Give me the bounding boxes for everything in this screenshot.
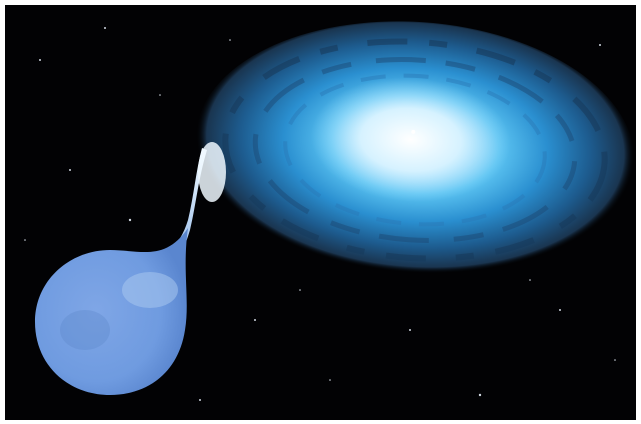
star-dot	[409, 329, 411, 331]
disk-ring	[283, 73, 547, 227]
star-dot	[299, 289, 301, 291]
star-dot	[229, 39, 231, 41]
white-dwarf	[411, 129, 416, 134]
star-shade	[60, 310, 110, 350]
star-dot	[529, 279, 531, 281]
disk-ring	[252, 57, 578, 243]
star-dot	[599, 44, 601, 46]
star-dot	[614, 359, 616, 361]
star-dot	[254, 319, 256, 321]
accretion-disk	[195, 21, 635, 279]
star-dot	[159, 94, 161, 96]
disk-core	[310, 77, 511, 202]
star-dot	[199, 399, 201, 401]
background-stars	[24, 27, 616, 401]
star-highlight	[122, 272, 178, 308]
donor-star	[35, 228, 188, 395]
star-dot	[39, 59, 41, 61]
star-dot	[24, 239, 26, 241]
stream-impact	[198, 142, 226, 202]
star-dot	[559, 309, 561, 311]
star-dot	[128, 218, 132, 222]
disk-ring	[222, 38, 608, 262]
star-dot	[478, 393, 482, 397]
star-dot	[329, 379, 331, 381]
star-dot	[104, 27, 106, 29]
star-dot	[69, 169, 71, 171]
